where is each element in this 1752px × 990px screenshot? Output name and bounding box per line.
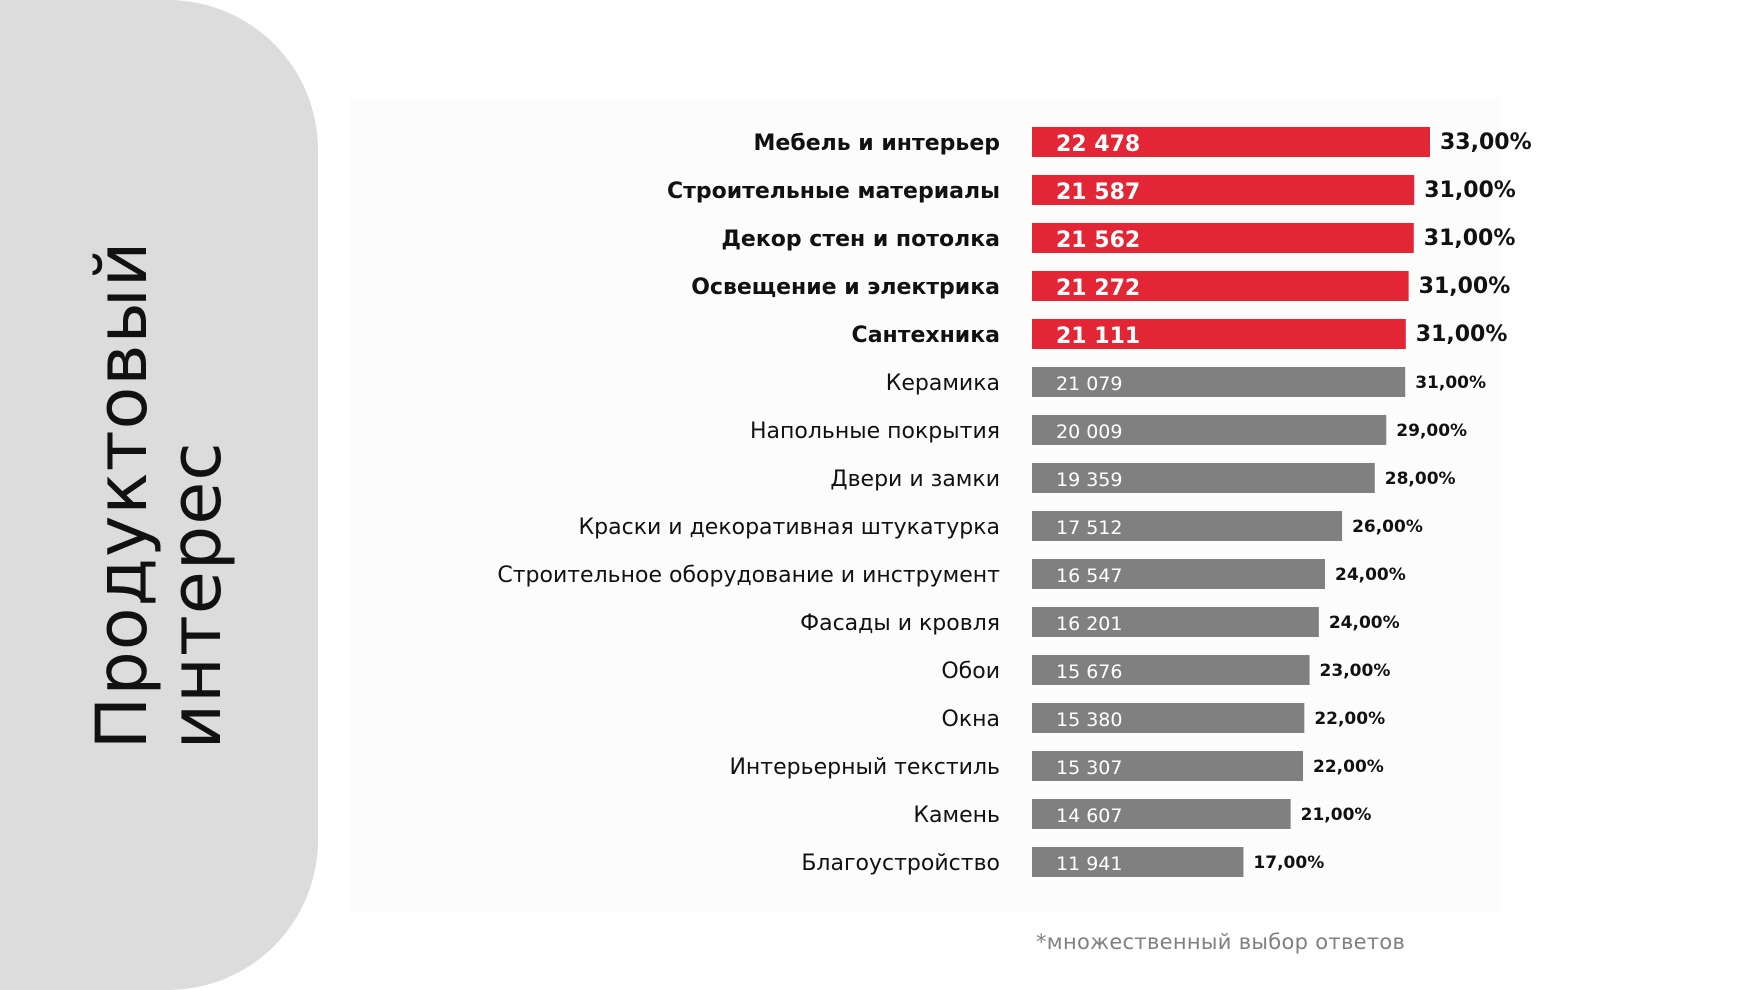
bar bbox=[1032, 415, 1387, 445]
bar-value-label: 22 478 bbox=[1056, 132, 1140, 157]
category-label: Мебель и интерьер bbox=[754, 131, 1000, 156]
category-label: Керамика bbox=[886, 371, 1000, 396]
category-label: Строительные материалы bbox=[667, 179, 1000, 204]
bar-value-label: 21 562 bbox=[1056, 228, 1140, 253]
bar bbox=[1032, 703, 1305, 733]
percent-label: 22,00% bbox=[1314, 709, 1385, 729]
bar bbox=[1032, 559, 1325, 589]
category-label: Двери и замки bbox=[830, 467, 1000, 492]
percent-label: 23,00% bbox=[1320, 661, 1391, 681]
percent-label: 21,00% bbox=[1301, 805, 1372, 825]
category-label: Камень bbox=[913, 803, 1000, 828]
bar bbox=[1032, 463, 1375, 493]
footnote: *множественный выбор ответов bbox=[1036, 930, 1406, 954]
category-label: Сантехника bbox=[852, 323, 1000, 348]
bar bbox=[1032, 799, 1291, 829]
percent-label: 33,00% bbox=[1440, 130, 1532, 155]
bar-value-label: 21 079 bbox=[1056, 373, 1122, 395]
bar-value-label: 14 607 bbox=[1056, 805, 1122, 827]
percent-label: 24,00% bbox=[1335, 565, 1406, 585]
percent-label: 17,00% bbox=[1253, 853, 1324, 873]
bar bbox=[1032, 367, 1406, 397]
bar bbox=[1032, 223, 1414, 253]
bar-value-label: 15 380 bbox=[1056, 709, 1122, 731]
bar bbox=[1032, 607, 1319, 637]
bar-value-label: 11 941 bbox=[1056, 853, 1122, 875]
side-panel: Продуктовый интерес bbox=[0, 0, 318, 990]
percent-label: 31,00% bbox=[1415, 373, 1486, 393]
bar bbox=[1032, 319, 1406, 349]
percent-label: 31,00% bbox=[1424, 226, 1516, 251]
category-label: Благоустройство bbox=[801, 851, 1000, 876]
percent-label: 22,00% bbox=[1313, 757, 1384, 777]
category-label: Интерьерный текстиль bbox=[729, 755, 1000, 780]
bar-value-label: 20 009 bbox=[1056, 421, 1122, 443]
percent-label: 26,00% bbox=[1352, 517, 1423, 537]
bar-value-label: 17 512 bbox=[1056, 517, 1122, 539]
bar-value-label: 16 201 bbox=[1056, 613, 1122, 635]
bar-value-label: 16 547 bbox=[1056, 565, 1122, 587]
percent-label: 31,00% bbox=[1424, 178, 1516, 203]
bar bbox=[1032, 511, 1343, 541]
category-label: Освещение и электрика bbox=[691, 275, 1000, 300]
bar-value-label: 21 111 bbox=[1056, 324, 1140, 349]
category-label: Краски и декоративная штукатурка bbox=[579, 515, 1000, 540]
category-label: Окна bbox=[942, 707, 1000, 732]
percent-label: 31,00% bbox=[1419, 274, 1511, 299]
percent-label: 31,00% bbox=[1416, 322, 1508, 347]
percent-label: 24,00% bbox=[1329, 613, 1400, 633]
bar bbox=[1032, 127, 1430, 157]
percent-label: 29,00% bbox=[1396, 421, 1467, 441]
bar bbox=[1032, 655, 1310, 685]
category-label: Фасады и кровля bbox=[800, 611, 1000, 636]
bar-value-label: 15 676 bbox=[1056, 661, 1122, 683]
percent-label: 28,00% bbox=[1385, 469, 1456, 489]
category-label: Строительное оборудование и инструмент bbox=[497, 563, 1000, 588]
bar-value-label: 19 359 bbox=[1056, 469, 1122, 491]
bar bbox=[1032, 751, 1304, 781]
category-label: Декор стен и потолка bbox=[721, 227, 1000, 252]
bar bbox=[1032, 175, 1415, 205]
bar bbox=[1032, 271, 1409, 301]
bar-value-label: 15 307 bbox=[1056, 757, 1122, 779]
bar bbox=[1032, 847, 1244, 877]
bar-value-label: 21 587 bbox=[1056, 180, 1140, 205]
bar-value-label: 21 272 bbox=[1056, 276, 1140, 301]
category-label: Обои bbox=[941, 659, 1000, 684]
category-label: Напольные покрытия bbox=[750, 419, 1000, 444]
